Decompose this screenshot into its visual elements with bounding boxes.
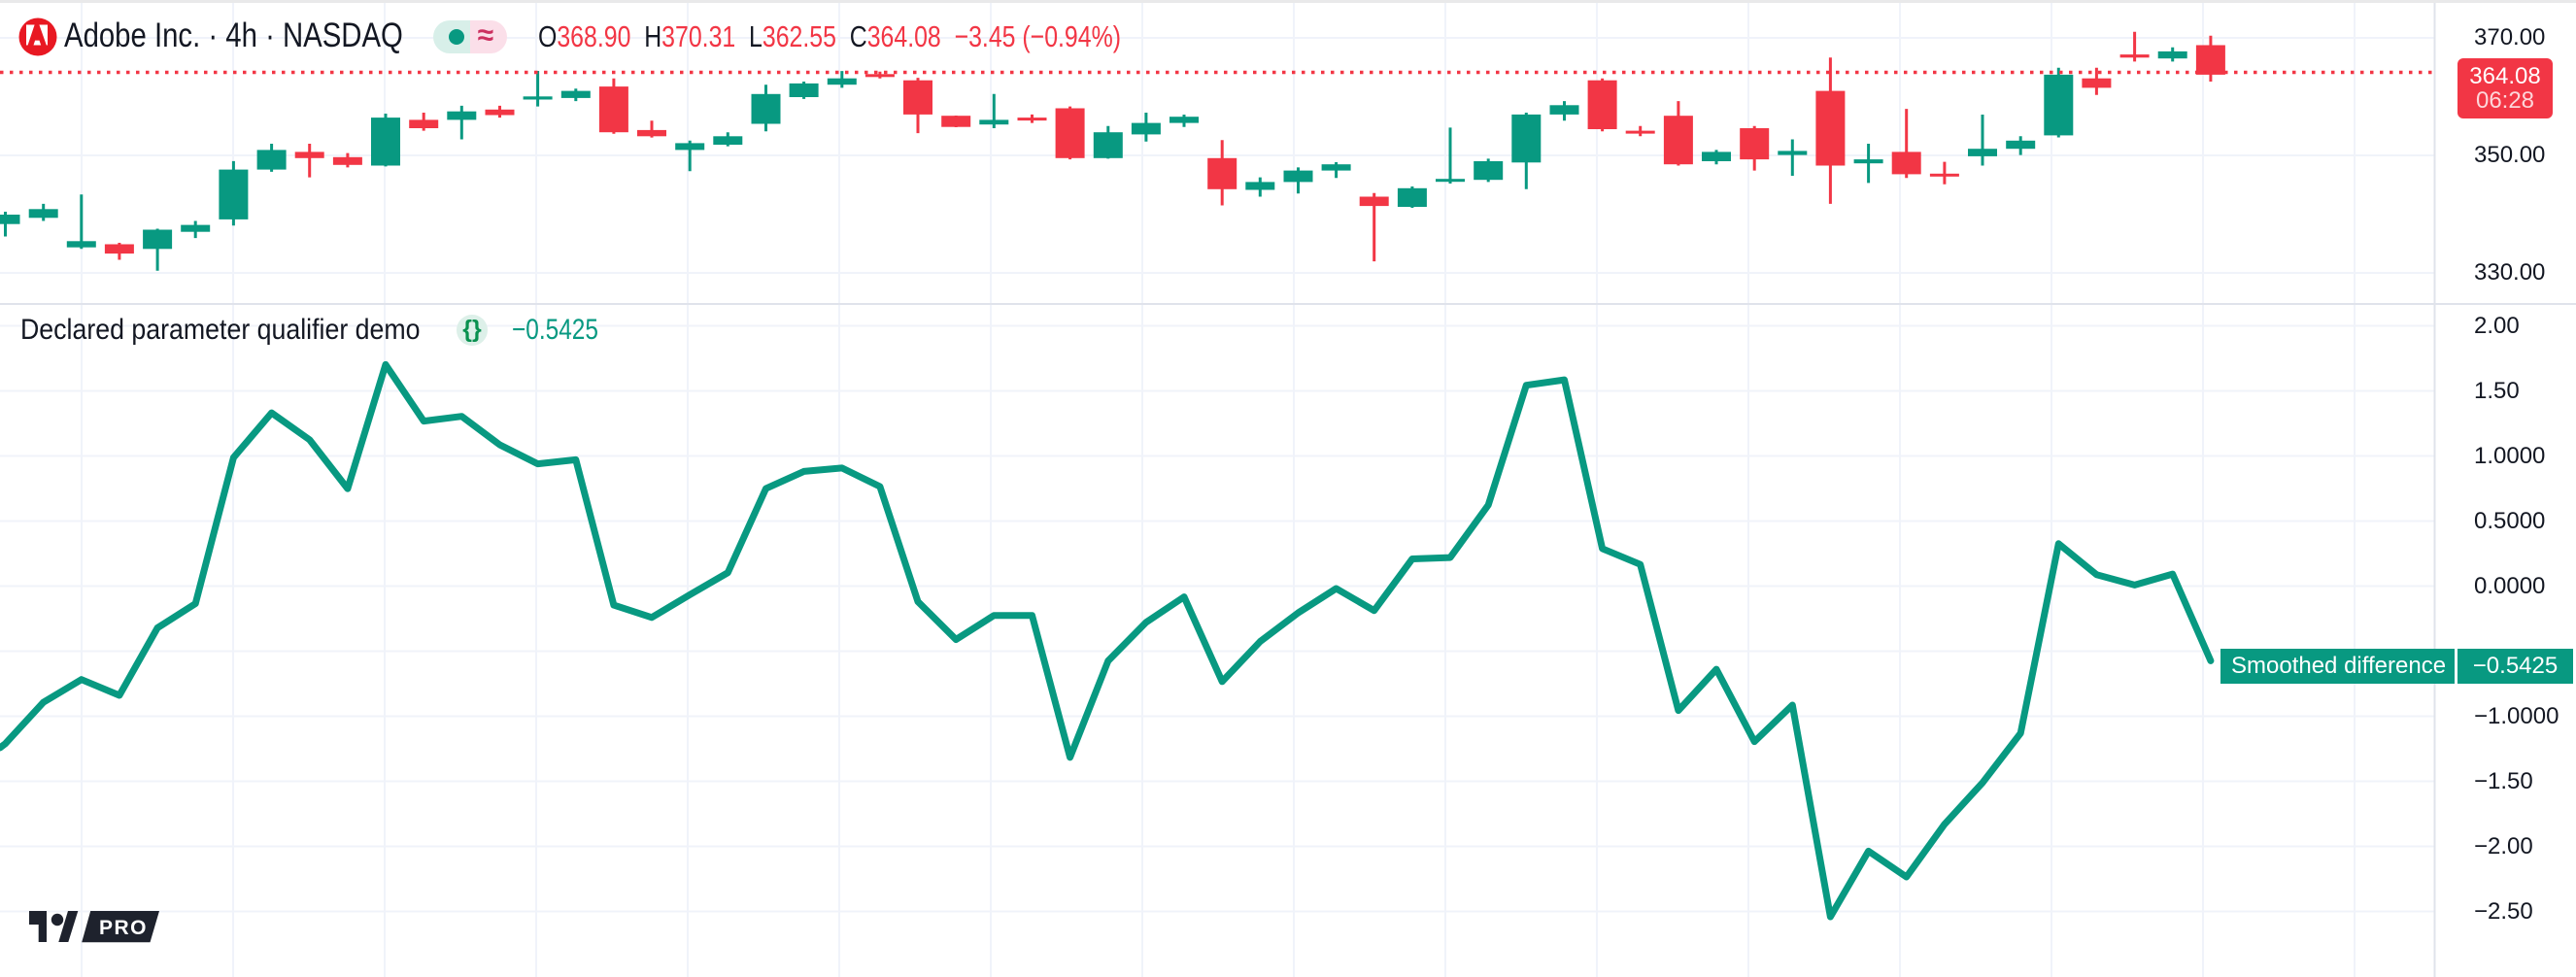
svg-text:PRO: PRO (99, 917, 148, 939)
